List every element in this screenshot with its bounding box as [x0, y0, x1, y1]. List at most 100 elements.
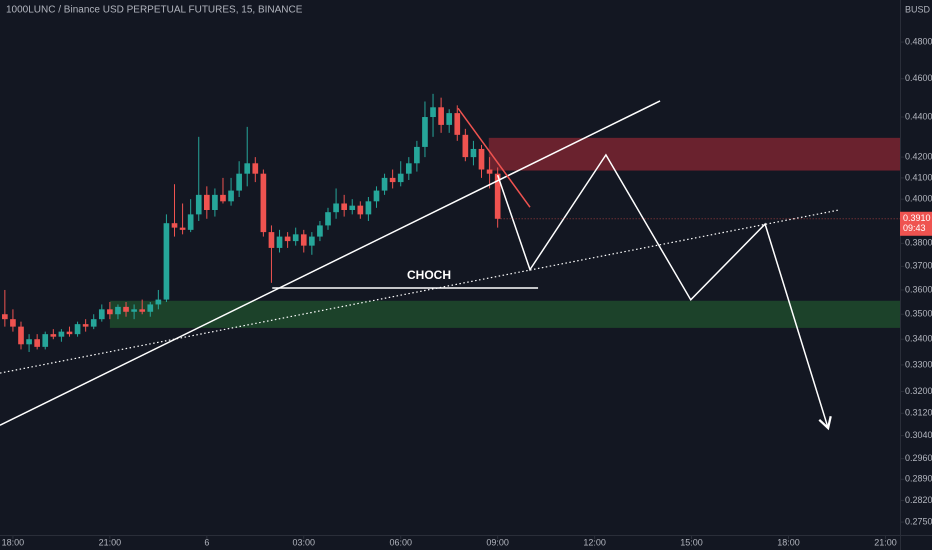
y-tick-label: 0.4200	[905, 151, 932, 161]
y-tick-label: 0.2820	[905, 495, 932, 505]
candle-body	[438, 107, 444, 125]
candle-body	[203, 194, 210, 211]
x-tick-label: 18:00	[777, 537, 800, 547]
candle-body	[139, 309, 146, 312]
candle-body	[195, 194, 202, 215]
candle-body	[478, 148, 485, 170]
y-tick-label: 0.2890	[905, 474, 932, 484]
candle-body	[486, 169, 493, 174]
candle-body	[228, 190, 234, 202]
candle-body	[82, 324, 89, 327]
candle-body	[244, 163, 251, 174]
y-tick-label: 0.4600	[905, 73, 932, 83]
y-tick-label: 0.4400	[905, 111, 932, 121]
trend-line	[496, 153, 832, 431]
candle-body	[115, 306, 121, 315]
candle-body	[18, 326, 24, 345]
y-tick-label: 0.4000	[905, 194, 932, 204]
candle-body	[26, 339, 32, 345]
x-tick-label: 21:00	[99, 537, 122, 547]
candle-body	[422, 117, 428, 147]
candle-body	[317, 225, 323, 237]
x-tick-label: 03:00	[293, 537, 316, 547]
x-tick-label: 15:00	[680, 537, 703, 547]
candle-body	[276, 236, 283, 248]
candle-body	[430, 107, 436, 118]
x-tick-label: 21:00	[874, 537, 897, 547]
candle-body	[236, 173, 242, 191]
candle-body	[34, 339, 40, 347]
candle-body	[50, 334, 57, 337]
candle-body	[66, 331, 73, 335]
candle-body	[2, 314, 8, 320]
candle-body	[365, 201, 372, 215]
y-tick-label: 0.3700	[905, 261, 932, 271]
candle-body	[373, 190, 380, 202]
candle-body	[470, 148, 477, 158]
candle-body	[212, 194, 218, 211]
candle-body	[381, 177, 388, 191]
y-tick-label: 0.2960	[905, 453, 932, 463]
candle-body	[220, 194, 226, 202]
candle-body	[397, 173, 404, 183]
candle-body	[252, 163, 259, 174]
candle-body	[292, 234, 299, 242]
candle-body	[268, 232, 275, 248]
y-axis-label: BUSD	[905, 4, 931, 14]
y-tick-label: 0.3400	[905, 334, 932, 344]
y-tick-label: 0.3040	[905, 430, 932, 440]
candle-body	[333, 203, 339, 213]
y-tick-label: 0.3200	[905, 386, 932, 396]
candle-body	[90, 319, 97, 327]
candle-body	[494, 173, 501, 219]
x-tick-label: 12:00	[583, 537, 606, 547]
candle-body	[74, 324, 81, 335]
candle-body	[349, 205, 356, 211]
candle-body	[341, 203, 347, 211]
candle-body	[179, 227, 186, 230]
candle-body	[300, 234, 307, 246]
candle-body	[357, 205, 364, 215]
y-tick-label: 0.4100	[905, 172, 932, 182]
candle-body	[187, 214, 194, 230]
candle-body	[10, 319, 16, 327]
candle-body	[98, 309, 105, 320]
candle-body	[309, 236, 315, 246]
x-tick-label: 09:00	[486, 537, 509, 547]
zone	[109, 300, 900, 328]
countdown: 09:43	[903, 223, 926, 233]
y-tick-label: 0.4800	[905, 36, 932, 46]
candle-body	[462, 134, 469, 158]
candle-body	[284, 236, 291, 242]
last-price-tag	[900, 211, 932, 236]
candle-body	[414, 146, 420, 164]
candle-body	[58, 331, 65, 337]
y-tick-label: 0.2750	[905, 516, 932, 526]
y-tick-label: 0.3300	[905, 359, 932, 369]
x-tick-label: 6	[204, 537, 209, 547]
y-tick-label: 0.3500	[905, 309, 932, 319]
candle-body	[147, 304, 154, 312]
x-tick-label: 06:00	[389, 537, 412, 547]
zone	[488, 137, 900, 171]
candle-body	[405, 163, 412, 174]
y-tick-label: 0.3120	[905, 408, 932, 418]
annotation: CHOCH	[407, 268, 451, 282]
candle-body	[454, 113, 461, 135]
candle-body	[42, 334, 49, 347]
y-tick-label: 0.3800	[905, 238, 932, 248]
y-tick-label: 0.3600	[905, 284, 932, 294]
candle-body	[446, 113, 453, 125]
last-price-label: 0.3910	[903, 213, 931, 223]
chart-title: 1000LUNC / Binance USD PERPETUAL FUTURES…	[6, 5, 303, 16]
candle-body	[171, 223, 178, 228]
candle-body	[123, 306, 129, 312]
candle-body	[155, 299, 162, 305]
candle-body	[131, 309, 137, 312]
candle-body	[389, 177, 396, 183]
trend-line	[0, 100, 661, 426]
x-tick-label: 18:00	[2, 537, 25, 547]
candle-body	[163, 223, 170, 300]
candle-body	[260, 173, 267, 233]
